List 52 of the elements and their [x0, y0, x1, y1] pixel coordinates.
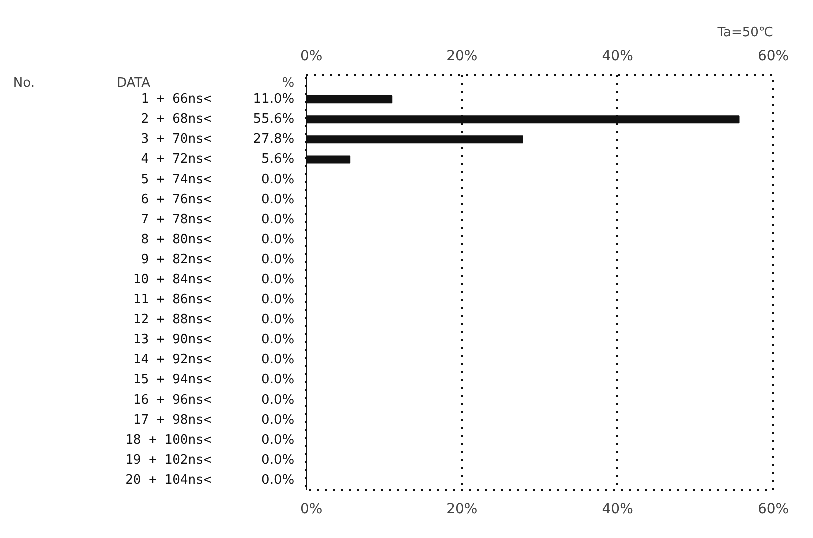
- data-label: 0.0%: [262, 452, 295, 468]
- text: No.: [13, 76, 35, 92]
- y-tick-label: 12 + 88ns<: [133, 312, 212, 328]
- y-tick-label: 5 + 74ns<: [141, 172, 212, 188]
- y-tick-label: 16 + 96ns<: [133, 392, 212, 408]
- data-label: 0.0%: [262, 192, 295, 208]
- data-label: 0.0%: [262, 272, 295, 288]
- y-tick-label: 17 + 98ns<: [133, 412, 212, 428]
- x2-tick-label: 0%: [300, 48, 323, 64]
- text: %: [282, 76, 295, 92]
- y-tick-label: 20 + 104ns<: [126, 472, 212, 488]
- x-tick-label: 60%: [758, 502, 790, 518]
- data-label: 0.0%: [262, 232, 295, 248]
- data-label: 11.0%: [253, 92, 295, 108]
- data-label: 5.6%: [262, 152, 295, 168]
- data-label: 0.0%: [262, 412, 295, 428]
- y-tick-label: 11 + 86ns<: [133, 292, 212, 308]
- x2-tick-label: 60%: [758, 48, 790, 64]
- y-tick-label: 13 + 90ns<: [133, 332, 212, 348]
- data-label: 0.0%: [262, 372, 295, 388]
- x2-tick-label: 40%: [602, 48, 634, 64]
- y-tick-label: 4 + 72ns<: [141, 152, 212, 168]
- data-label: 0.0%: [262, 352, 295, 368]
- x-tick-label: 0%: [300, 502, 323, 518]
- data-label: 0.0%: [262, 212, 295, 228]
- text: DATA: [116, 76, 151, 92]
- data-label: 55.6%: [253, 112, 295, 128]
- data-label: 0.0%: [262, 172, 295, 188]
- y-tick-label: 7 + 78ns<: [141, 212, 212, 228]
- data-label: 0.0%: [262, 332, 295, 348]
- y-tick-label: 9 + 82ns<: [141, 252, 212, 268]
- x-tick-label: 40%: [602, 502, 634, 518]
- data-label: 0.0%: [262, 252, 295, 268]
- x2-tick-label: 20%: [446, 48, 478, 64]
- data-label: 0.0%: [262, 292, 295, 308]
- data-label: 0.0%: [262, 472, 295, 488]
- y-tick-label: 14 + 92ns<: [133, 352, 212, 368]
- y-tick-label: 2 + 68ns<: [141, 112, 212, 128]
- x-tick-label: 20%: [446, 502, 478, 518]
- y-tick-label: 10 + 84ns<: [133, 272, 212, 288]
- data-label: 0.0%: [262, 432, 295, 448]
- y-tick-label: 6 + 76ns<: [141, 192, 212, 208]
- y-tick-label: 18 + 100ns<: [126, 432, 212, 448]
- y-tick-label: 15 + 94ns<: [133, 372, 212, 388]
- data-label: 27.8%: [253, 132, 295, 148]
- y-tick-label: 19 + 102ns<: [126, 452, 212, 468]
- data-label: 0.0%: [262, 392, 295, 408]
- y-tick-label: 1 + 66ns<: [141, 92, 212, 108]
- y-tick-label: 8 + 80ns<: [141, 232, 212, 248]
- data-label: 0.0%: [262, 312, 295, 328]
- y-tick-label: 3 + 70ns<: [141, 132, 212, 148]
- chart-title: Ta=50℃: [716, 26, 774, 40]
